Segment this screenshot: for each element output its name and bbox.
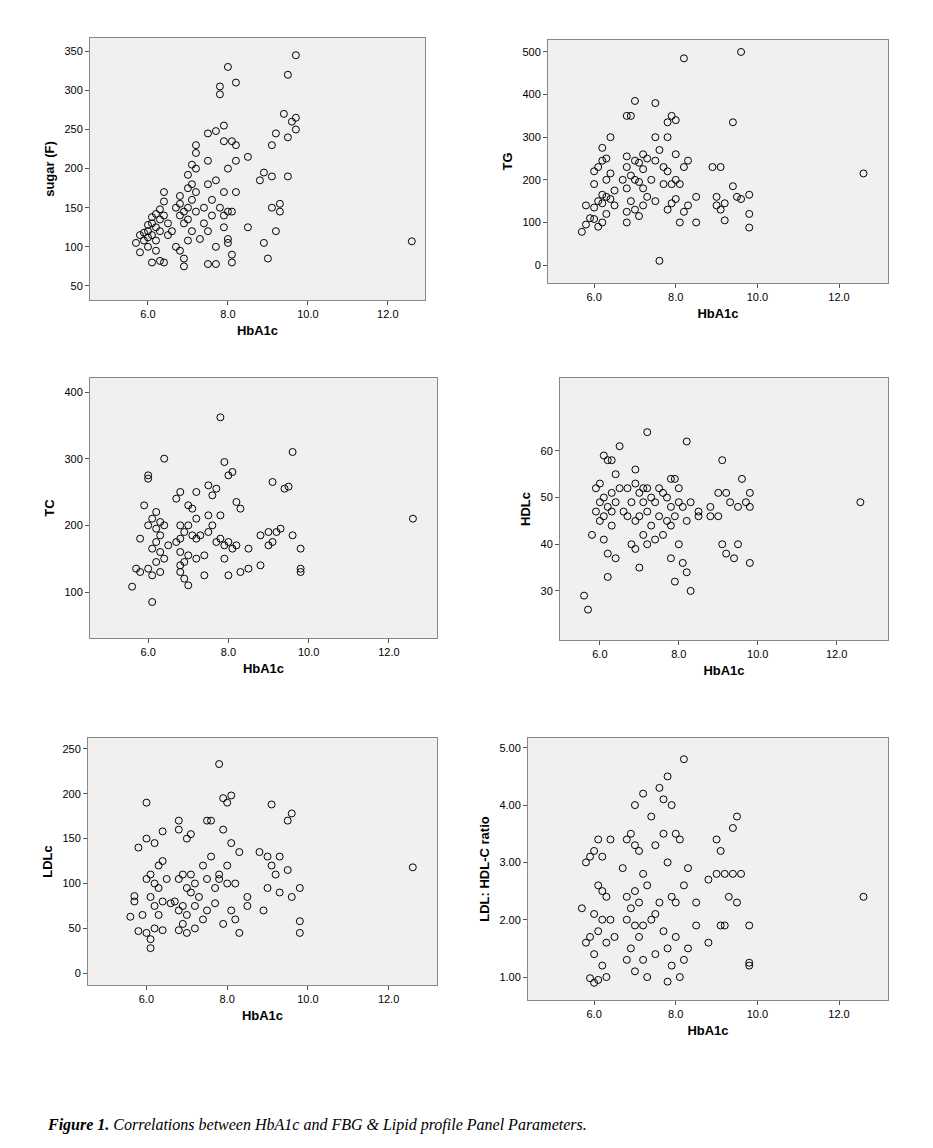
- svg-text:6.0: 6.0: [592, 648, 607, 660]
- svg-text:400: 400: [522, 88, 540, 100]
- svg-text:HbA1c: HbA1c: [237, 323, 278, 338]
- svg-text:10.0: 10.0: [297, 308, 318, 320]
- svg-text:300: 300: [522, 131, 540, 143]
- svg-text:50: 50: [69, 922, 81, 934]
- svg-text:HbA1c: HbA1c: [697, 306, 738, 321]
- svg-text:TG: TG: [500, 152, 515, 170]
- svg-text:8.0: 8.0: [220, 993, 235, 1005]
- svg-text:6.0: 6.0: [586, 1008, 601, 1020]
- svg-text:10.0: 10.0: [747, 1008, 768, 1020]
- svg-text:100: 100: [64, 586, 82, 598]
- svg-text:10.0: 10.0: [297, 993, 318, 1005]
- svg-text:250: 250: [64, 123, 82, 135]
- svg-text:8.0: 8.0: [671, 648, 686, 660]
- svg-text:40: 40: [541, 538, 553, 550]
- svg-text:12.0: 12.0: [826, 648, 847, 660]
- svg-text:500: 500: [522, 46, 540, 58]
- svg-text:1.00: 1.00: [499, 971, 520, 983]
- svg-text:6.0: 6.0: [586, 291, 601, 303]
- svg-text:30: 30: [541, 585, 553, 597]
- svg-text:10.0: 10.0: [747, 291, 768, 303]
- svg-text:2.00: 2.00: [499, 914, 520, 926]
- svg-text:8.0: 8.0: [668, 1008, 683, 1020]
- svg-text:350: 350: [64, 45, 82, 57]
- svg-text:50: 50: [541, 491, 553, 503]
- svg-text:12.0: 12.0: [378, 993, 399, 1005]
- svg-text:200: 200: [64, 519, 82, 531]
- html-text:Figure 1. Correlations between: Figure 1. Correlations between HbA1c and…: [48, 1116, 587, 1133]
- svg-text:50: 50: [71, 280, 83, 292]
- svg-text:6.0: 6.0: [140, 308, 155, 320]
- svg-text:150: 150: [64, 202, 82, 214]
- svg-text:HbA1c: HbA1c: [687, 1023, 728, 1038]
- svg-text:12.0: 12.0: [828, 1008, 849, 1020]
- svg-text:12.0: 12.0: [828, 291, 849, 303]
- svg-text:5.00: 5.00: [499, 742, 520, 754]
- svg-text:HbA1c: HbA1c: [703, 663, 744, 678]
- svg-text:100: 100: [522, 216, 540, 228]
- svg-text:400: 400: [64, 386, 82, 398]
- svg-text:12.0: 12.0: [377, 308, 398, 320]
- svg-text:250: 250: [62, 743, 80, 755]
- svg-text:0: 0: [535, 259, 541, 271]
- svg-text:4.00: 4.00: [499, 799, 520, 811]
- svg-text:200: 200: [62, 788, 80, 800]
- svg-text:300: 300: [64, 453, 82, 465]
- svg-text:3.00: 3.00: [499, 856, 520, 868]
- svg-text:HbA1c: HbA1c: [243, 661, 284, 676]
- svg-text:60: 60: [541, 445, 553, 457]
- svg-text:10.0: 10.0: [298, 646, 319, 658]
- svg-text:LDL: HDL-C ratio: LDL: HDL-C ratio: [477, 816, 492, 921]
- svg-text:HDLc: HDLc: [518, 492, 533, 526]
- svg-text:8.0: 8.0: [221, 646, 236, 658]
- svg-text:150: 150: [62, 832, 80, 844]
- svg-text:10.0: 10.0: [747, 648, 768, 660]
- svg-text:LDLc: LDLc: [40, 845, 55, 878]
- svg-text:8.0: 8.0: [220, 308, 235, 320]
- svg-text:12.0: 12.0: [378, 646, 399, 658]
- svg-text:300: 300: [64, 84, 82, 96]
- svg-text:100: 100: [64, 241, 82, 253]
- svg-text:100: 100: [62, 877, 80, 889]
- svg-text:HbA1c: HbA1c: [242, 1008, 283, 1023]
- svg-text:6.0: 6.0: [141, 646, 156, 658]
- svg-text:6.0: 6.0: [139, 993, 154, 1005]
- svg-text:8.0: 8.0: [668, 291, 683, 303]
- svg-text:TC: TC: [42, 499, 57, 517]
- svg-text:sugar (F): sugar (F): [42, 141, 57, 197]
- svg-text:0: 0: [75, 967, 81, 979]
- svg-text:200: 200: [64, 162, 82, 174]
- svg-text:200: 200: [522, 174, 540, 186]
